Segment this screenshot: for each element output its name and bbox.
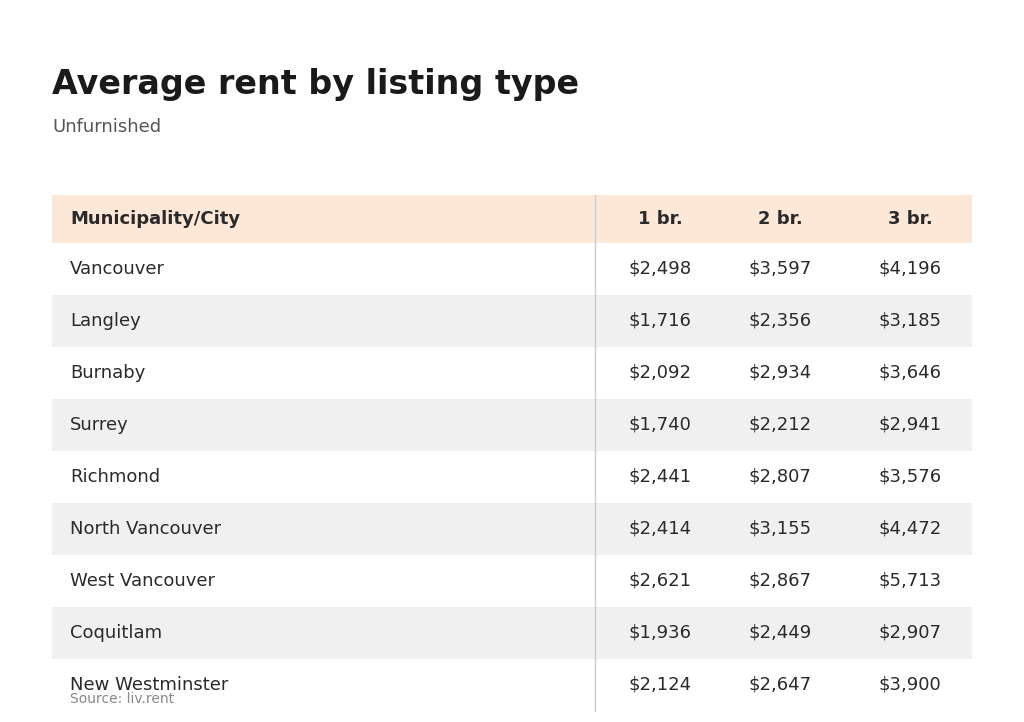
Text: $5,713: $5,713 bbox=[879, 572, 941, 590]
Text: $2,934: $2,934 bbox=[749, 364, 812, 382]
Text: 1 br.: 1 br. bbox=[638, 210, 682, 228]
Text: Langley: Langley bbox=[70, 312, 140, 330]
Text: $2,414: $2,414 bbox=[629, 520, 691, 538]
Text: Richmond: Richmond bbox=[70, 468, 160, 486]
Text: $2,212: $2,212 bbox=[749, 416, 812, 434]
Bar bbox=[52, 399, 972, 451]
Text: $2,647: $2,647 bbox=[749, 676, 812, 694]
Bar bbox=[52, 347, 972, 399]
Text: $2,092: $2,092 bbox=[629, 364, 691, 382]
Text: Surrey: Surrey bbox=[70, 416, 129, 434]
Text: $2,941: $2,941 bbox=[879, 416, 941, 434]
Text: $3,646: $3,646 bbox=[879, 364, 941, 382]
Bar bbox=[52, 195, 972, 243]
Text: $2,907: $2,907 bbox=[879, 624, 941, 642]
Text: $2,356: $2,356 bbox=[749, 312, 812, 330]
Text: $1,936: $1,936 bbox=[629, 624, 691, 642]
Bar bbox=[52, 243, 972, 295]
Text: $3,155: $3,155 bbox=[749, 520, 812, 538]
Text: North Vancouver: North Vancouver bbox=[70, 520, 221, 538]
Text: 3 br.: 3 br. bbox=[888, 210, 933, 228]
Text: West Vancouver: West Vancouver bbox=[70, 572, 215, 590]
Text: $2,441: $2,441 bbox=[629, 468, 691, 486]
Text: $3,576: $3,576 bbox=[879, 468, 941, 486]
Text: $4,472: $4,472 bbox=[879, 520, 942, 538]
Text: New Westminster: New Westminster bbox=[70, 676, 228, 694]
Text: $2,867: $2,867 bbox=[749, 572, 811, 590]
Text: $2,449: $2,449 bbox=[749, 624, 812, 642]
Text: Source: liv.rent: Source: liv.rent bbox=[70, 692, 174, 706]
Text: Burnaby: Burnaby bbox=[70, 364, 145, 382]
Bar bbox=[52, 659, 972, 711]
Text: 2 br.: 2 br. bbox=[758, 210, 803, 228]
Text: $1,716: $1,716 bbox=[629, 312, 691, 330]
Bar bbox=[52, 555, 972, 607]
Text: Unfurnished: Unfurnished bbox=[52, 118, 161, 136]
Text: $2,621: $2,621 bbox=[629, 572, 691, 590]
Text: $2,498: $2,498 bbox=[629, 260, 691, 278]
Text: $2,807: $2,807 bbox=[749, 468, 811, 486]
Bar bbox=[52, 295, 972, 347]
Text: $3,185: $3,185 bbox=[879, 312, 941, 330]
Text: $4,196: $4,196 bbox=[879, 260, 941, 278]
Bar bbox=[52, 451, 972, 503]
Text: $3,900: $3,900 bbox=[879, 676, 941, 694]
Text: Average rent by listing type: Average rent by listing type bbox=[52, 68, 580, 101]
Text: $2,124: $2,124 bbox=[629, 676, 691, 694]
Bar bbox=[52, 607, 972, 659]
Text: Municipality/City: Municipality/City bbox=[70, 210, 240, 228]
Bar bbox=[52, 503, 972, 555]
Text: Vancouver: Vancouver bbox=[70, 260, 165, 278]
Text: $3,597: $3,597 bbox=[749, 260, 812, 278]
Text: Coquitlam: Coquitlam bbox=[70, 624, 162, 642]
Text: $1,740: $1,740 bbox=[629, 416, 691, 434]
